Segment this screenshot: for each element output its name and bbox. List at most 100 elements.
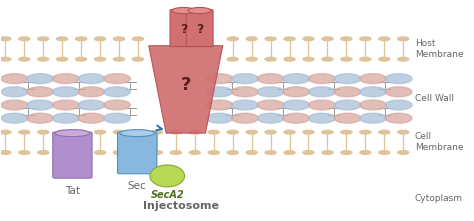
Ellipse shape — [398, 57, 409, 61]
Text: Injectosome: Injectosome — [143, 200, 219, 211]
Ellipse shape — [246, 57, 257, 61]
Ellipse shape — [18, 37, 30, 41]
Ellipse shape — [132, 57, 144, 61]
Ellipse shape — [246, 151, 257, 154]
Ellipse shape — [208, 130, 219, 134]
Ellipse shape — [322, 151, 333, 154]
Ellipse shape — [232, 113, 258, 123]
Ellipse shape — [151, 151, 163, 154]
Ellipse shape — [379, 130, 390, 134]
Ellipse shape — [120, 130, 155, 137]
Ellipse shape — [132, 130, 144, 134]
Ellipse shape — [309, 87, 335, 97]
Ellipse shape — [150, 165, 184, 187]
Ellipse shape — [360, 113, 386, 123]
Ellipse shape — [0, 37, 11, 41]
Ellipse shape — [206, 87, 233, 97]
Ellipse shape — [360, 37, 371, 41]
Ellipse shape — [322, 37, 333, 41]
Ellipse shape — [379, 151, 390, 154]
FancyBboxPatch shape — [170, 10, 197, 47]
Ellipse shape — [1, 100, 28, 110]
Ellipse shape — [334, 113, 361, 123]
Text: ?: ? — [181, 76, 191, 94]
Ellipse shape — [0, 57, 11, 61]
Ellipse shape — [283, 113, 310, 123]
FancyBboxPatch shape — [118, 132, 157, 174]
Ellipse shape — [265, 130, 276, 134]
Ellipse shape — [27, 113, 54, 123]
Ellipse shape — [309, 100, 335, 110]
Ellipse shape — [283, 100, 310, 110]
Ellipse shape — [103, 87, 130, 97]
Ellipse shape — [303, 151, 314, 154]
Ellipse shape — [151, 130, 163, 134]
Text: ?: ? — [196, 23, 203, 36]
Ellipse shape — [227, 57, 238, 61]
Ellipse shape — [56, 37, 68, 41]
Ellipse shape — [27, 74, 54, 84]
Ellipse shape — [103, 113, 130, 123]
Ellipse shape — [56, 130, 68, 134]
Ellipse shape — [94, 37, 106, 41]
Ellipse shape — [334, 100, 361, 110]
Ellipse shape — [341, 151, 352, 154]
Ellipse shape — [265, 37, 276, 41]
FancyBboxPatch shape — [53, 132, 92, 178]
Text: Membrane: Membrane — [415, 143, 463, 152]
Ellipse shape — [170, 130, 182, 134]
Ellipse shape — [75, 37, 87, 41]
Ellipse shape — [334, 87, 361, 97]
Ellipse shape — [94, 151, 106, 154]
Text: Cytoplasm: Cytoplasm — [415, 194, 463, 203]
Ellipse shape — [246, 130, 257, 134]
Ellipse shape — [232, 74, 258, 84]
Ellipse shape — [170, 151, 182, 154]
Ellipse shape — [227, 37, 238, 41]
Ellipse shape — [284, 130, 295, 134]
Ellipse shape — [27, 100, 54, 110]
Ellipse shape — [398, 151, 409, 154]
Ellipse shape — [283, 87, 310, 97]
Ellipse shape — [341, 130, 352, 134]
Text: Cell Wall: Cell Wall — [415, 94, 454, 103]
Ellipse shape — [78, 87, 105, 97]
Ellipse shape — [56, 151, 68, 154]
Ellipse shape — [284, 57, 295, 61]
Polygon shape — [149, 46, 223, 133]
Ellipse shape — [341, 37, 352, 41]
Ellipse shape — [37, 130, 49, 134]
Ellipse shape — [1, 87, 28, 97]
Ellipse shape — [113, 37, 125, 41]
Ellipse shape — [303, 57, 314, 61]
Ellipse shape — [37, 151, 49, 154]
Ellipse shape — [303, 37, 314, 41]
Ellipse shape — [0, 130, 11, 134]
Ellipse shape — [246, 37, 257, 41]
Ellipse shape — [232, 87, 258, 97]
Ellipse shape — [52, 74, 79, 84]
Ellipse shape — [78, 113, 105, 123]
Ellipse shape — [27, 87, 54, 97]
Ellipse shape — [113, 130, 125, 134]
Ellipse shape — [227, 151, 238, 154]
Ellipse shape — [309, 74, 335, 84]
Ellipse shape — [94, 130, 106, 134]
Text: Cell: Cell — [415, 132, 432, 141]
Ellipse shape — [265, 57, 276, 61]
Ellipse shape — [284, 37, 295, 41]
Ellipse shape — [189, 151, 201, 154]
Ellipse shape — [0, 151, 11, 154]
Ellipse shape — [206, 100, 233, 110]
Ellipse shape — [360, 151, 371, 154]
Ellipse shape — [52, 87, 79, 97]
Ellipse shape — [172, 8, 195, 14]
Text: Sec: Sec — [128, 181, 146, 191]
Ellipse shape — [113, 57, 125, 61]
Ellipse shape — [257, 74, 284, 84]
Ellipse shape — [132, 37, 144, 41]
Ellipse shape — [132, 151, 144, 154]
Ellipse shape — [257, 100, 284, 110]
Ellipse shape — [257, 87, 284, 97]
Ellipse shape — [360, 57, 371, 61]
